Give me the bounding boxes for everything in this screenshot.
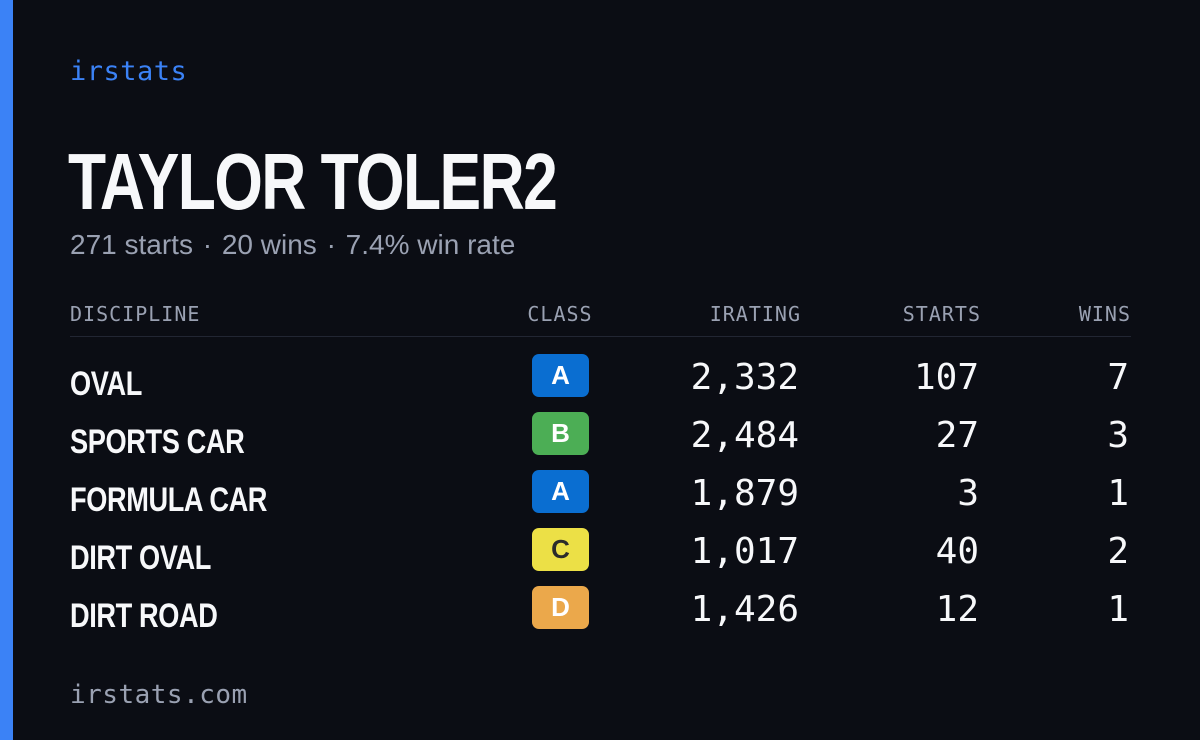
irating-cell: 1,879 [690,473,799,514]
irating-cell: 1,017 [690,531,799,572]
irating-cell: 2,484 [690,415,799,456]
footer-url: irstats.com [70,680,248,710]
class-badge: B [532,412,589,455]
table-row: OVAL A 2,332 107 7 [70,350,1131,408]
summary-separator: · [326,229,336,260]
discipline-cell: SPORTS CAR [70,423,245,461]
discipline-cell: DIRT OVAL [70,539,211,577]
header-class: CLASS [527,302,593,326]
accent-bar [0,0,13,740]
discipline-cell: DIRT ROAD [70,597,218,635]
summary-starts: 271 starts [70,229,193,260]
table-row: DIRT ROAD D 1,426 12 1 [70,582,1131,640]
table-row: FORMULA CAR A 1,879 3 1 [70,466,1131,524]
class-badge: C [532,528,589,571]
discipline-cell: FORMULA CAR [70,481,268,519]
driver-summary: 271 starts · 20 wins · 7.4% win rate [70,226,515,264]
starts-cell: 12 [935,589,979,630]
brand-logo: irstats [70,56,188,87]
summary-win-rate: 7.4% win rate [345,229,516,260]
header-starts: STARTS [902,302,981,326]
wins-cell: 1 [1107,473,1129,514]
discipline-cell: OVAL [70,365,142,403]
stats-table-header: DISCIPLINE CLASS IRATING STARTS WINS [70,296,1131,337]
starts-cell: 40 [935,531,979,572]
irating-cell: 1,426 [690,589,799,630]
wins-cell: 7 [1107,357,1129,398]
class-badge: A [532,354,589,397]
table-row: SPORTS CAR B 2,484 27 3 [70,408,1131,466]
wins-cell: 2 [1107,531,1129,572]
class-badge: D [532,586,589,629]
header-discipline: DISCIPLINE [70,302,201,326]
header-irating: IRATING [709,302,801,326]
wins-cell: 1 [1107,589,1129,630]
wins-cell: 3 [1107,415,1129,456]
irating-cell: 2,332 [690,357,799,398]
summary-separator: · [202,229,213,260]
starts-cell: 27 [935,415,979,456]
starts-cell: 3 [957,473,979,514]
table-row: DIRT OVAL C 1,017 40 2 [70,524,1131,582]
starts-cell: 107 [913,357,979,398]
driver-name: TAYLOR TOLER2 [68,137,558,226]
header-wins: WINS [1078,302,1131,326]
class-badge: A [532,470,589,513]
stats-table-body: OVAL A 2,332 107 7 SPORTS CAR B 2,484 27… [70,350,1131,640]
summary-wins: 20 wins [221,229,317,260]
